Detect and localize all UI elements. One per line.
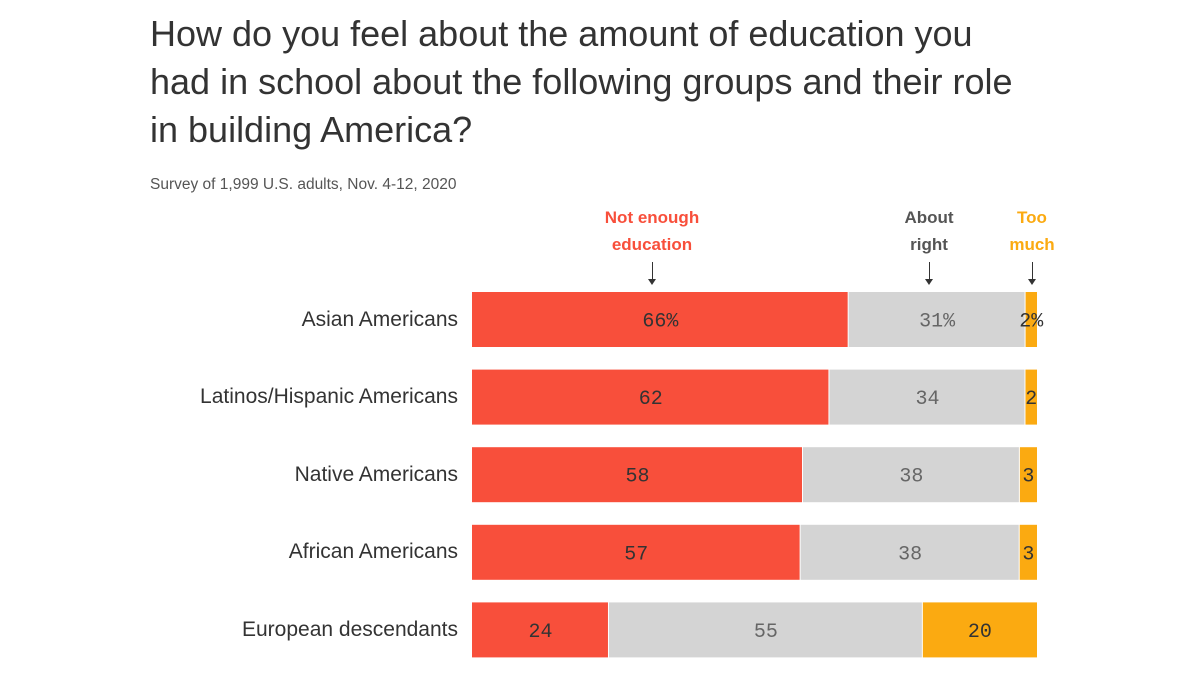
bar-segment-not-enough [472,524,800,580]
legend-too-much: Too much [962,204,1102,285]
data-label-too-much: 3 [1022,543,1034,566]
bar-segment-too-much [1025,369,1037,425]
data-label-about-right: 34 [915,388,939,411]
bar-segment-not-enough [472,447,803,503]
data-label-about-right: 31% [919,311,956,334]
bar-segment-about-right [829,369,1025,425]
legend-label-too-much: Too much [1009,208,1055,254]
category-label: African Americans [288,540,458,564]
chart-title: How do you feel about the amount of educ… [150,13,1013,150]
data-label-about-right: 38 [899,466,923,489]
data-label-too-much: 2% [1019,311,1044,334]
bar-segment-about-right [800,524,1019,580]
legend-label-about-right: About right [904,208,954,254]
category-label: European descendants [242,617,458,641]
chart-subtitle: Survey of 1,999 U.S. adults, Nov. 4-12, … [150,176,457,193]
bar-segment-too-much [922,602,1037,658]
data-label-not-enough: 66% [642,311,679,334]
bar-segment-too-much [1019,447,1037,503]
data-label-about-right: 55 [754,621,778,644]
data-label-not-enough: 58 [625,466,649,489]
bar-segment-about-right [803,447,1019,503]
legend-about-right: About right [859,204,999,285]
legend-label-not-enough: Not enough education [604,208,700,254]
bar-segment-about-right [848,292,1025,347]
category-label: Native Americans [294,462,458,486]
bar-segment-too-much [1025,292,1037,347]
bar-segment-not-enough [472,602,608,658]
bar-segment-not-enough [472,292,848,347]
data-label-about-right: 38 [898,543,922,566]
data-label-too-much: 2 [1025,388,1037,411]
category-label: Asian Americans [301,307,458,331]
bar-segment-not-enough [472,369,829,425]
data-label-not-enough: 62 [639,388,663,411]
data-label-too-much: 20 [968,621,992,644]
bar-segment-about-right [608,602,922,658]
legend-not-enough: Not enough education [582,204,722,285]
category-label: Latinos/Hispanic Americans [200,385,458,409]
data-label-not-enough: 24 [528,621,552,644]
data-label-too-much: 3 [1022,466,1034,489]
data-label-not-enough: 57 [624,543,648,566]
bar-segment-too-much [1019,524,1037,580]
